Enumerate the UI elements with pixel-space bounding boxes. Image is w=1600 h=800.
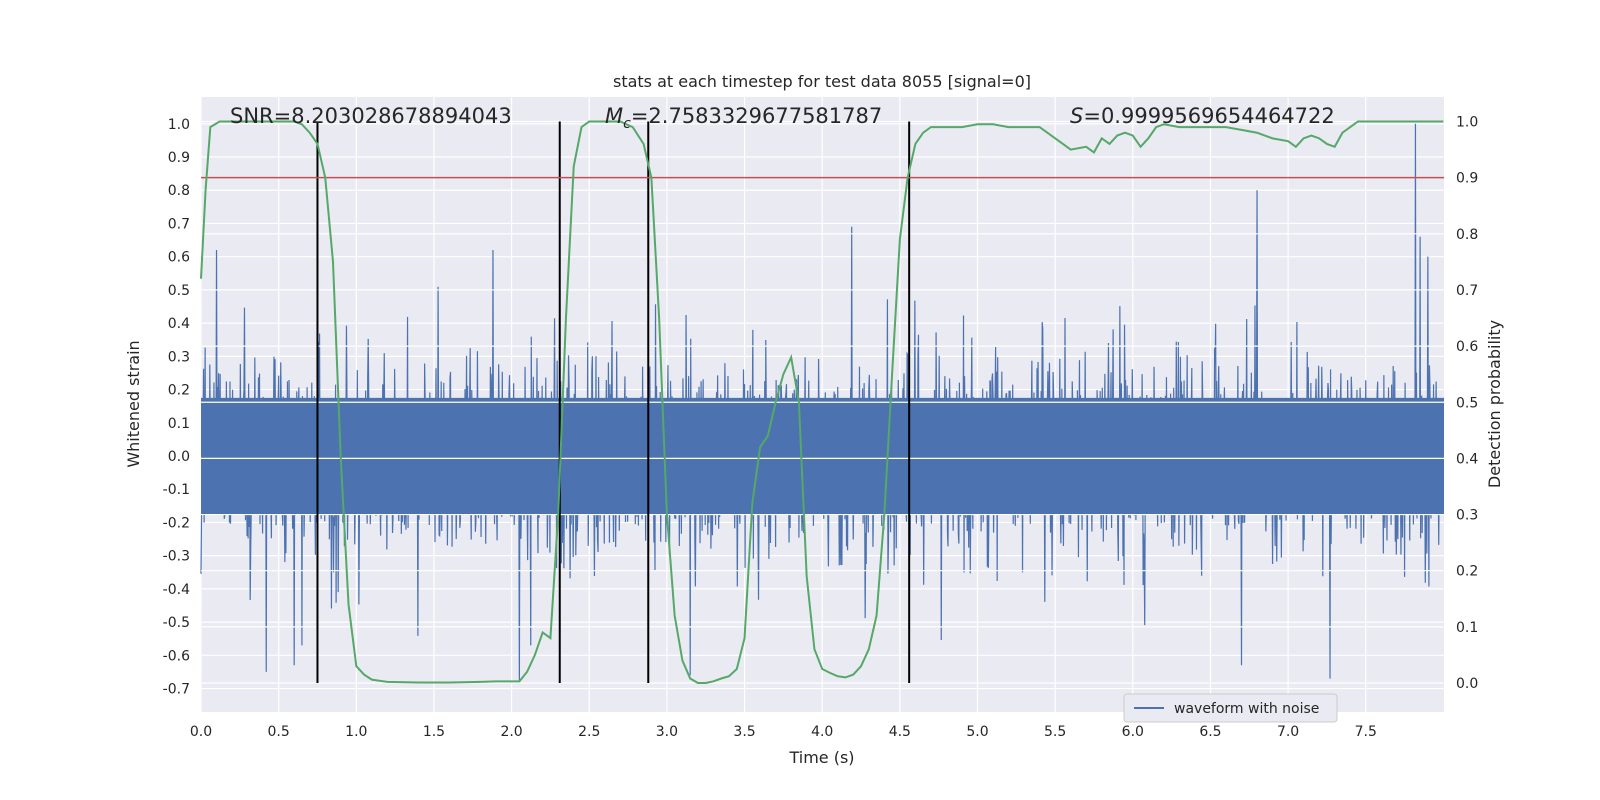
y-tick-label: 0.4 bbox=[168, 316, 190, 332]
y-tick-label: 0.9 bbox=[168, 150, 190, 166]
y2-tick-label: 0.8 bbox=[1456, 227, 1478, 243]
waveform-core bbox=[201, 397, 1444, 515]
y-tick-label: 1.0 bbox=[168, 117, 190, 133]
y2-axis-label: Detection probability bbox=[1485, 320, 1504, 488]
y2-tick-label: 0.6 bbox=[1456, 339, 1478, 355]
s-symbol: S bbox=[1070, 104, 1083, 128]
mc-subscript: c bbox=[623, 116, 631, 132]
snr-annotation: SNR=8.203028678894043 bbox=[230, 104, 512, 128]
y-tick-label: 0.1 bbox=[168, 416, 190, 432]
legend: waveform with noise bbox=[1123, 693, 1338, 723]
x-tick-label: 5.5 bbox=[1044, 724, 1066, 740]
y-tick-label: 0.5 bbox=[168, 283, 190, 299]
x-tick-label: 6.0 bbox=[1122, 724, 1144, 740]
x-tick-label: 2.0 bbox=[500, 724, 522, 740]
x-tick-label: 4.0 bbox=[811, 724, 833, 740]
y2-tick-label: 0.3 bbox=[1456, 508, 1478, 524]
x-tick-label: 1.0 bbox=[345, 724, 367, 740]
x-tick-label: 0.5 bbox=[268, 724, 290, 740]
y2-tick-label: 0.7 bbox=[1456, 283, 1478, 299]
x-tick-label: 2.5 bbox=[578, 724, 600, 740]
s-value: =0.9999569654464722 bbox=[1083, 104, 1334, 128]
y-tick-label: 0.8 bbox=[168, 183, 190, 199]
x-tick-label: 3.0 bbox=[656, 724, 678, 740]
x-axis-label: Time (s) bbox=[788, 748, 854, 767]
s-annotation: S=0.9999569654464722 bbox=[1070, 104, 1335, 128]
x-tick-label: 5.0 bbox=[966, 724, 988, 740]
chart-title: stats at each timestep for test data 805… bbox=[613, 72, 1031, 91]
probability-series bbox=[200, 120, 1444, 684]
y-tick-labels: -0.7 -0.6 -0.5 -0.4 -0.3 -0.2 -0.1 0.0 0.1 0.2 0.3… bbox=[163, 117, 190, 698]
y-tick-label: 0.2 bbox=[168, 383, 190, 399]
y2-tick-label: 0.0 bbox=[1456, 676, 1478, 692]
y-tick-label: -0.6 bbox=[163, 648, 190, 664]
y2-tick-label: 1.0 bbox=[1456, 115, 1478, 131]
y2-tick-label: 0.4 bbox=[1456, 451, 1478, 467]
x-tick-labels: 0.0 0.5 1.0 1.5 2.0 2.5 3.0 3.5 4.0 4.5 5.0 5.5 6.0 6… bbox=[190, 724, 1377, 740]
x-tick-label: 7.5 bbox=[1355, 724, 1377, 740]
mc-value: =2.7583329677581787 bbox=[631, 104, 882, 128]
y2-tick-label: 0.5 bbox=[1456, 395, 1478, 411]
y2-tick-labels: 0.0 0.1 0.2 0.3 0.4 0.5 0.6 0.7 0.8 0.9 1.0 bbox=[1456, 115, 1478, 693]
chirp-mass-annotation: Mc=2.7583329677581787 bbox=[605, 104, 882, 132]
y-tick-label: -0.5 bbox=[163, 615, 190, 631]
y-tick-label: 0.3 bbox=[168, 349, 190, 365]
y2-tick-label: 0.2 bbox=[1456, 564, 1478, 580]
y-tick-label: -0.4 bbox=[163, 582, 190, 598]
waveform-series bbox=[200, 123, 1444, 682]
y-axis-label: Whitened strain bbox=[124, 340, 143, 467]
x-tick-label: 7.0 bbox=[1277, 724, 1299, 740]
y-tick-label: -0.7 bbox=[163, 682, 190, 698]
y-tick-label: -0.1 bbox=[163, 482, 190, 498]
x-tick-label: 0.0 bbox=[190, 724, 212, 740]
x-tick-label: 1.5 bbox=[423, 724, 445, 740]
y-tick-label: 0.7 bbox=[168, 216, 190, 232]
y-tick-label: -0.2 bbox=[163, 515, 190, 531]
x-tick-label: 6.5 bbox=[1199, 724, 1221, 740]
legend-entry: waveform with noise bbox=[1174, 701, 1319, 717]
legend-box bbox=[1123, 693, 1338, 723]
probability-line bbox=[200, 120, 1444, 684]
y-tick-label: 0.0 bbox=[168, 449, 190, 465]
y2-tick-label: 0.1 bbox=[1456, 620, 1478, 636]
y-tick-label: -0.3 bbox=[163, 549, 190, 565]
x-tick-label: 3.5 bbox=[733, 724, 755, 740]
vertical-markers bbox=[316, 121, 911, 683]
mc-symbol: M bbox=[605, 104, 623, 128]
y-tick-label: 0.6 bbox=[168, 250, 190, 266]
y2-tick-label: 0.9 bbox=[1456, 171, 1478, 187]
x-tick-label: 4.5 bbox=[889, 724, 911, 740]
